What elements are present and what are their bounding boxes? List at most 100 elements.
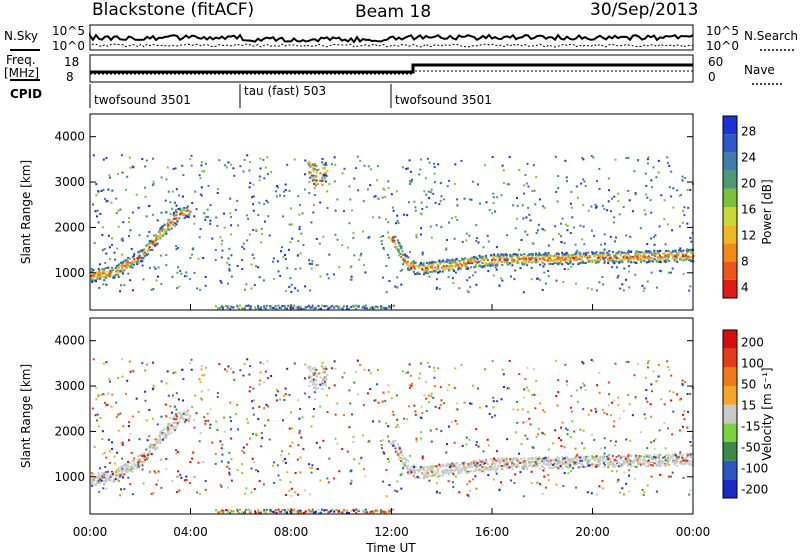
velocity-cell bbox=[571, 457, 574, 460]
velocity-cell bbox=[316, 373, 319, 376]
power-cell bbox=[334, 209, 337, 212]
power-cell bbox=[370, 168, 373, 171]
power-cell bbox=[566, 253, 569, 256]
power-cell bbox=[542, 265, 545, 268]
power-cell bbox=[400, 283, 403, 286]
power-cell bbox=[657, 250, 660, 253]
velocity-cell bbox=[643, 459, 646, 462]
velocity-cell bbox=[164, 415, 167, 417]
velocity-cell bbox=[410, 466, 413, 469]
power-cell bbox=[640, 260, 642, 263]
power-cell bbox=[381, 196, 384, 199]
velocity-cell bbox=[658, 429, 661, 432]
power-cell bbox=[304, 285, 307, 288]
velocity-cell bbox=[450, 471, 453, 474]
velocity-cell bbox=[663, 422, 666, 424]
power-cell bbox=[456, 261, 459, 264]
power-cell bbox=[282, 215, 284, 218]
velocity-heatmap bbox=[90, 358, 695, 515]
power-cell bbox=[388, 256, 390, 259]
power-cell bbox=[397, 221, 400, 224]
velocity-cell bbox=[333, 384, 336, 387]
velocity-cell bbox=[482, 462, 485, 465]
beam-label: Beam 18 bbox=[355, 2, 431, 22]
power-cell bbox=[536, 277, 539, 280]
velocity-cell bbox=[415, 440, 418, 443]
power-cell bbox=[469, 198, 471, 201]
power-cell bbox=[177, 194, 180, 197]
power-cell bbox=[513, 259, 516, 261]
power-cell bbox=[248, 186, 251, 189]
colorbar-swatch bbox=[723, 261, 737, 280]
velocity-cell bbox=[485, 461, 488, 464]
velocity-cell bbox=[566, 463, 569, 465]
power-cell bbox=[682, 255, 685, 258]
velocity-cell bbox=[220, 485, 223, 488]
power-cell bbox=[650, 259, 653, 262]
power-cell bbox=[251, 253, 254, 256]
power-cell bbox=[470, 258, 473, 260]
power-cell bbox=[492, 253, 495, 256]
velocity-cell bbox=[298, 432, 301, 435]
power-cell bbox=[516, 255, 519, 258]
power-cell bbox=[406, 264, 409, 267]
velocity-cell bbox=[461, 461, 463, 464]
velocity-cell bbox=[591, 463, 593, 466]
power-cell bbox=[272, 306, 275, 309]
velocity-cell bbox=[518, 460, 520, 463]
velocity-cell bbox=[680, 462, 683, 465]
velocity-cell bbox=[444, 469, 447, 472]
power-cell bbox=[499, 255, 502, 258]
power-cell bbox=[128, 265, 131, 268]
velocity-cell bbox=[596, 458, 599, 461]
velocity-cell bbox=[524, 465, 527, 468]
velocity-cell bbox=[406, 464, 409, 467]
velocity-cell bbox=[161, 432, 164, 434]
velocity-cell bbox=[159, 432, 161, 435]
velocity-cell bbox=[650, 463, 653, 466]
colorbar-tick: 24 bbox=[741, 151, 756, 165]
velocity-cell bbox=[559, 465, 562, 468]
power-cell bbox=[445, 247, 448, 250]
velocity-cell bbox=[95, 387, 98, 390]
power-cell bbox=[584, 185, 587, 187]
velocity-cell bbox=[207, 388, 210, 391]
velocity-cell bbox=[288, 489, 291, 492]
velocity-cell bbox=[436, 490, 438, 493]
velocity-cell bbox=[639, 455, 641, 458]
velocity-cell bbox=[111, 473, 114, 476]
velocity-cell bbox=[521, 465, 523, 468]
velocity-cell bbox=[206, 420, 209, 422]
power-cell bbox=[410, 262, 413, 265]
velocity-cell bbox=[645, 397, 648, 400]
velocity-cell bbox=[475, 460, 477, 463]
velocity-cell bbox=[482, 450, 485, 453]
velocity-cell bbox=[325, 368, 328, 370]
velocity-cell bbox=[289, 510, 292, 513]
velocity-cell bbox=[246, 358, 249, 361]
power-cell bbox=[500, 253, 503, 256]
velocity-cell bbox=[405, 371, 408, 374]
power-cell bbox=[479, 202, 481, 205]
velocity-cell bbox=[319, 405, 322, 408]
velocity-cell bbox=[615, 470, 618, 473]
power-cell bbox=[582, 204, 585, 207]
velocity-cell bbox=[200, 365, 203, 367]
power-cell bbox=[169, 213, 172, 215]
power-cell bbox=[355, 308, 358, 310]
velocity-cell bbox=[622, 461, 625, 463]
power-cell bbox=[166, 222, 169, 225]
power-cell bbox=[361, 306, 364, 309]
velocity-cell bbox=[175, 427, 178, 430]
velocity-cell bbox=[537, 464, 539, 467]
velocity-cell bbox=[396, 451, 399, 454]
power-cell bbox=[622, 257, 625, 259]
power-cell bbox=[314, 306, 317, 309]
velocity-cell bbox=[640, 464, 642, 467]
velocity-cell bbox=[690, 455, 692, 458]
power-cell bbox=[607, 177, 610, 180]
velocity-cell bbox=[252, 387, 255, 390]
power-cell bbox=[126, 264, 129, 266]
velocity-cell bbox=[575, 456, 578, 459]
